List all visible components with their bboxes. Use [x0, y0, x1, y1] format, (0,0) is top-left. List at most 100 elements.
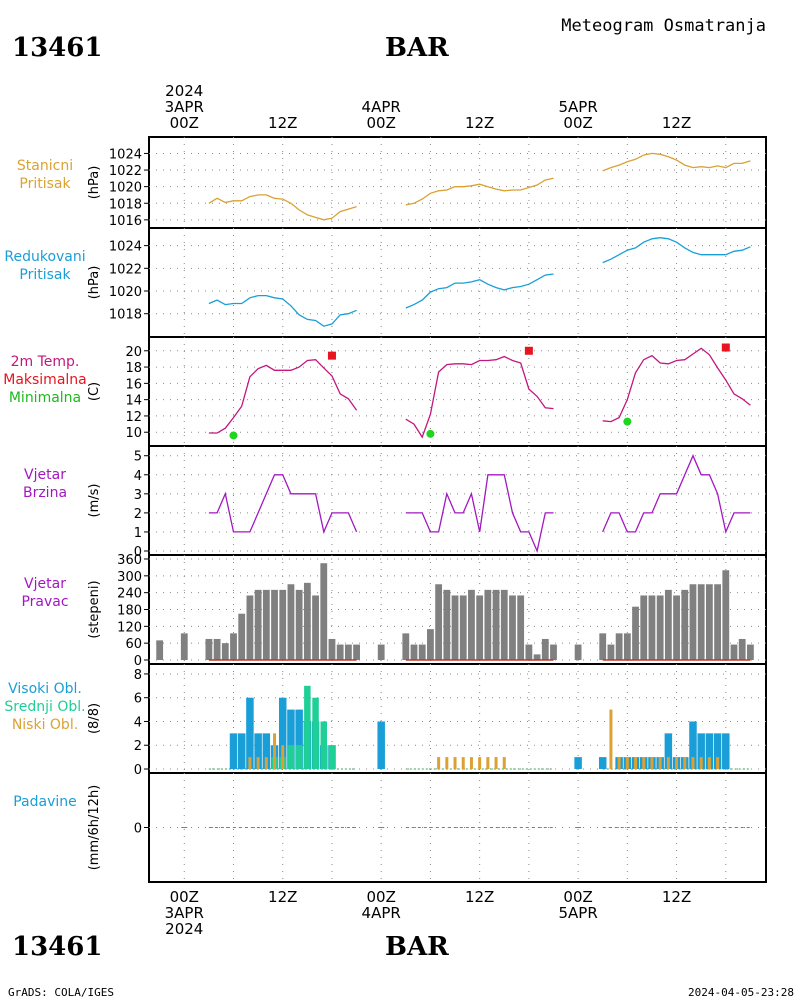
panel-label: Visoki Obl.: [8, 681, 82, 697]
y-tick-label: 10: [125, 426, 142, 441]
high-cloud-bar: [574, 757, 582, 769]
wind-direction-bar: [689, 584, 697, 660]
wind-direction-bar: [681, 589, 689, 660]
low-cloud-bar: [494, 757, 498, 769]
low-cloud-bar: [281, 745, 285, 769]
y-tick-label: 16: [125, 377, 142, 392]
credit: GrADS: COLA/IGES: [8, 986, 114, 999]
y-tick-label: 1022: [109, 262, 142, 277]
panel-label: Minimalna: [9, 390, 81, 406]
wind-direction-bar: [714, 584, 721, 660]
wind-direction-bar: [271, 589, 278, 660]
y-tick-label: 0: [134, 763, 142, 778]
min-temp-marker: [426, 429, 435, 438]
wind-direction-bar: [303, 582, 311, 660]
panel-frame: [148, 136, 767, 229]
y-tick-label: 4: [134, 715, 142, 730]
low-cloud-bar: [666, 757, 670, 769]
time-axis-label: 12Z: [465, 888, 494, 906]
wind-direction-bar: [468, 589, 475, 660]
wind-direction-bar: [353, 644, 360, 660]
station-id: 13461: [12, 33, 102, 63]
y-tick-label: 8: [134, 668, 142, 683]
panel-gridlines: [149, 137, 766, 882]
high-cloud-bar: [689, 721, 697, 769]
wind-direction-bar: [632, 606, 639, 660]
y-tick-label: 60: [125, 637, 142, 652]
y-tick-label: 240: [117, 587, 142, 602]
wind-direction-bar: [287, 584, 295, 660]
high-cloud-bar: [237, 733, 246, 769]
low-cloud-bar: [437, 757, 441, 769]
wind-direction-bar: [312, 595, 319, 660]
wind-direction-bar: [344, 644, 352, 660]
y-tick-label: 180: [117, 604, 142, 619]
wind-direction-bar: [615, 633, 623, 660]
wind-direction-bar: [492, 589, 500, 660]
time-axis-label: 00Z: [170, 114, 199, 132]
y-tick-label: 300: [117, 570, 142, 585]
wind-direction-bar: [697, 584, 705, 660]
y-tick-label: 360: [117, 553, 142, 568]
y-tick-label: 3: [134, 488, 142, 503]
mid-cloud-bar: [287, 745, 295, 769]
time-axis-label: 3APR: [165, 904, 204, 922]
min-temp-marker: [229, 431, 238, 440]
low-cloud-bar: [469, 757, 473, 769]
low-cloud-bar: [453, 757, 457, 769]
time-axis-label: 12Z: [662, 114, 691, 132]
low-cloud-bar: [256, 757, 260, 769]
y-tick-label: 1018: [109, 197, 142, 212]
panel-unit-label: (hPa): [87, 266, 102, 300]
panel-frames: [148, 136, 767, 883]
time-axis-label: 00Z: [367, 114, 396, 132]
y-tick-label: 2: [134, 507, 142, 522]
reduced-pressure-line: [208, 294, 357, 327]
y-tick-label: 2: [134, 739, 142, 754]
y-tick-label: 0: [134, 654, 142, 669]
high-cloud-bar: [722, 733, 730, 769]
low-cloud-bar: [699, 757, 703, 769]
wind-direction-bar: [328, 638, 336, 660]
low-cloud-bar: [273, 733, 277, 769]
wind-direction-bar: [180, 633, 188, 660]
wind-direction-bar: [664, 589, 672, 660]
panel-label: Niski Obl.: [12, 717, 78, 733]
panel-label: Pravac: [21, 594, 68, 610]
y-tick-label: 1022: [109, 164, 142, 179]
high-cloud-bar: [254, 733, 262, 769]
y-tick-label: 4: [134, 469, 142, 484]
wind-direction-bar: [451, 595, 459, 660]
mid-cloud-bar: [295, 745, 303, 769]
low-cloud-bar: [675, 757, 679, 769]
wind-direction-bar: [607, 644, 615, 660]
high-cloud-bar: [287, 709, 295, 769]
wind-direction-bar: [525, 644, 533, 660]
high-cloud-bar: [295, 709, 303, 769]
high-cloud-bar: [664, 733, 673, 769]
high-cloud-bar: [278, 697, 287, 769]
product-title: Meteogram Osmatranja: [561, 16, 766, 36]
y-tick-label: 1024: [109, 147, 142, 162]
y-tick-label: 1024: [109, 240, 142, 255]
wind-direction-bar: [550, 644, 557, 660]
wind-direction-bar: [377, 644, 385, 660]
wind-direction-bar: [648, 595, 656, 660]
wind-direction-bar: [541, 638, 549, 660]
wind-direction-bar: [476, 595, 484, 660]
time-axis-label: 12Z: [662, 888, 691, 906]
wind-direction-bar: [443, 589, 451, 660]
low-cloud-bar: [502, 757, 506, 769]
wind-direction-bar: [484, 589, 492, 660]
wind-direction-bar: [533, 654, 541, 660]
wind-direction-bar: [730, 644, 738, 660]
low-cloud-bar: [264, 757, 268, 769]
time-axis-label: 4APR: [362, 904, 401, 922]
time-axis-label: 12Z: [268, 114, 297, 132]
wind-direction-bar: [418, 644, 426, 660]
panel-label: Maksimalna: [3, 372, 87, 388]
panel-unit-label: (m/s): [87, 484, 102, 518]
footer-station-id: 13461: [12, 932, 102, 962]
reduced-pressure-line: [602, 237, 751, 264]
